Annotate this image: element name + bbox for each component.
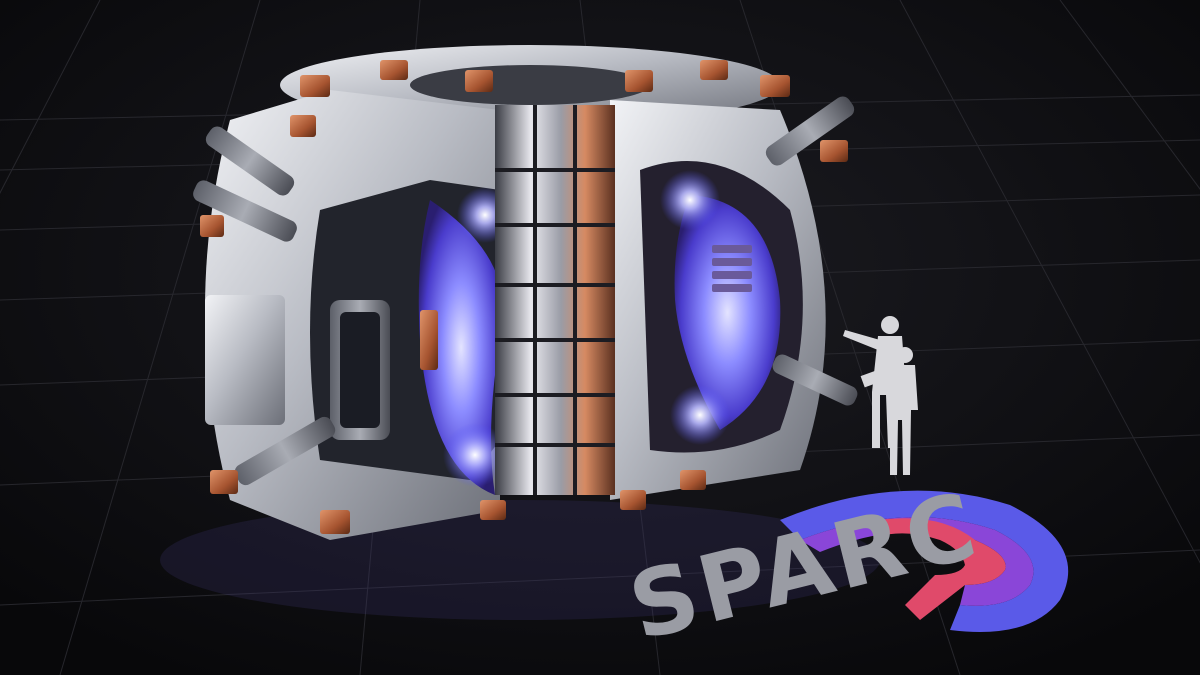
copper-coil-caps <box>200 60 848 534</box>
logo-middle-ring <box>800 517 1034 606</box>
human-figures <box>843 316 918 475</box>
logo-outer-ring <box>780 490 1069 632</box>
right-port-grille <box>712 245 752 292</box>
left-plasma <box>418 200 504 495</box>
right-plasma-flare-bottom <box>670 385 730 445</box>
central-column-segments <box>495 105 615 495</box>
left-side-block <box>205 295 285 425</box>
right-plasma <box>674 195 781 430</box>
central-column <box>495 105 615 495</box>
tokamak-device <box>193 45 858 540</box>
support-struts <box>193 96 858 486</box>
left-plasma-flare-bottom <box>443 423 507 487</box>
logo-inner-ring <box>880 518 1006 620</box>
top-ring-inner <box>410 65 650 105</box>
right-plasma-flare-top <box>660 170 720 230</box>
